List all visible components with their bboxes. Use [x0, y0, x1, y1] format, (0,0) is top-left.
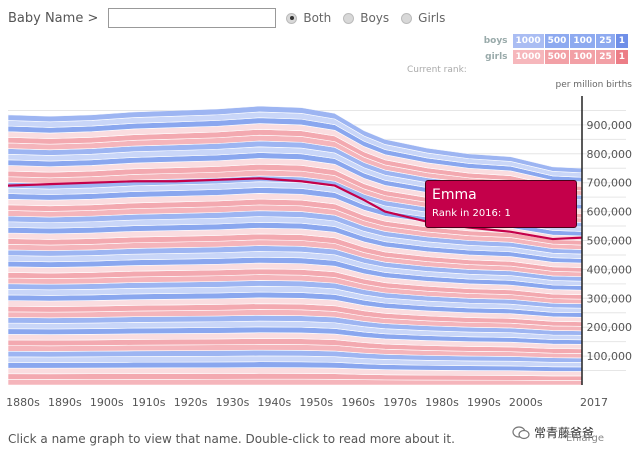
tooltip-name: Emma — [432, 187, 477, 203]
legend-boys-rank: 100 — [570, 34, 596, 48]
emma-series-line[interactable] — [7, 177, 583, 241]
x-tick-label: 1910s — [132, 396, 166, 409]
radio-boys-dot[interactable] — [343, 12, 355, 24]
x-tick-label: 1880s — [6, 396, 40, 409]
x-tick-label: 1920s — [174, 396, 208, 409]
legend-girls-rank: 100 — [570, 50, 596, 64]
radio-both[interactable]: Both — [286, 11, 331, 25]
radio-both-label: Both — [303, 11, 332, 25]
radio-girls-dot[interactable] — [401, 12, 413, 24]
instructions-text: Click a name graph to view that name. Do… — [8, 432, 455, 446]
y-tick-label: 200,000 — [587, 321, 633, 334]
legend-girls-rank: 1000 — [512, 50, 544, 64]
gender-filter: Both Boys Girls — [286, 11, 457, 25]
legend-row-girls: girls 1000 500 100 25 1 — [484, 49, 628, 65]
y-tick-label: 700,000 — [587, 177, 633, 190]
x-tick-label: 2017 — [580, 396, 608, 409]
y-tick-label: 900,000 — [587, 119, 633, 132]
stacked-name-bands[interactable] — [8, 106, 582, 386]
x-tick-label: 1980s — [425, 396, 459, 409]
x-tick-label: 1970s — [383, 396, 417, 409]
legend-boys-rank: 1000 — [512, 34, 544, 48]
radio-boys[interactable]: Boys — [343, 11, 389, 25]
radio-boys-label: Boys — [360, 11, 390, 25]
y-tick-label: 300,000 — [587, 292, 633, 305]
current-rank-label: Current rank: — [407, 65, 467, 75]
y-axis: 100,000 200,000 300,000 400,000 500,000 600,0… — [587, 119, 633, 363]
x-tick-label: 1930s — [216, 396, 250, 409]
rank-legend: boys 1000 500 100 25 1 girls 1000 500 10… — [484, 33, 628, 65]
x-tick-label: 1990s — [467, 396, 501, 409]
name-tooltip: Emma Rank in 2016: 1 — [425, 180, 577, 228]
baby-name-label: Baby Name > — [8, 10, 99, 26]
unit-label: per million births — [555, 80, 633, 90]
tooltip-rank: Rank in 2016: 1 — [432, 208, 511, 219]
x-tick-label: 1890s — [48, 396, 82, 409]
legend-girls-label: girls — [485, 52, 508, 62]
x-tick-label: 1900s — [90, 396, 124, 409]
baby-name-input[interactable] — [108, 8, 277, 28]
wechat-watermark: 常青藤爸爸 — [512, 424, 594, 441]
legend-boys-rank: 500 — [544, 34, 570, 48]
x-axis: 1880s 1890s 1900s 1910s 1920s 1930s 1940s 1950s… — [6, 396, 608, 409]
legend-girls-rank: 25 — [596, 50, 615, 64]
x-tick-label: 1950s — [299, 396, 333, 409]
watermark-text: 常青藤爸爸 — [534, 426, 595, 440]
legend-girls-rank: 500 — [544, 50, 570, 64]
legend-boys-label: boys — [483, 36, 508, 46]
radio-both-dot[interactable] — [286, 12, 298, 24]
wechat-icon — [512, 425, 530, 439]
enlarge-link[interactable]: Enlarge — [566, 433, 604, 444]
legend-row-boys: boys 1000 500 100 25 1 — [484, 33, 628, 49]
x-tick-label: 2000s — [509, 396, 543, 409]
x-tick-label: 1960s — [341, 396, 375, 409]
radio-girls-label: Girls — [418, 11, 446, 25]
y-tick-label: 100,000 — [587, 350, 633, 363]
radio-girls[interactable]: Girls — [401, 11, 445, 25]
y-tick-label: 400,000 — [587, 263, 633, 276]
name-search-bar: Baby Name > Both Boys Girls — [8, 6, 457, 30]
legend-boys-rank: 1 — [615, 34, 628, 48]
y-tick-label: 500,000 — [587, 235, 633, 248]
legend-boys-rank: 25 — [596, 34, 615, 48]
legend-girls-rank: 1 — [615, 50, 628, 64]
y-tick-label: 800,000 — [587, 148, 633, 161]
x-tick-label: 1940s — [258, 396, 292, 409]
name-voyager-chart[interactable]: 100,000 200,000 300,000 400,000 500,000 600,0… — [0, 92, 640, 412]
y-tick-label: 600,000 — [587, 206, 633, 219]
